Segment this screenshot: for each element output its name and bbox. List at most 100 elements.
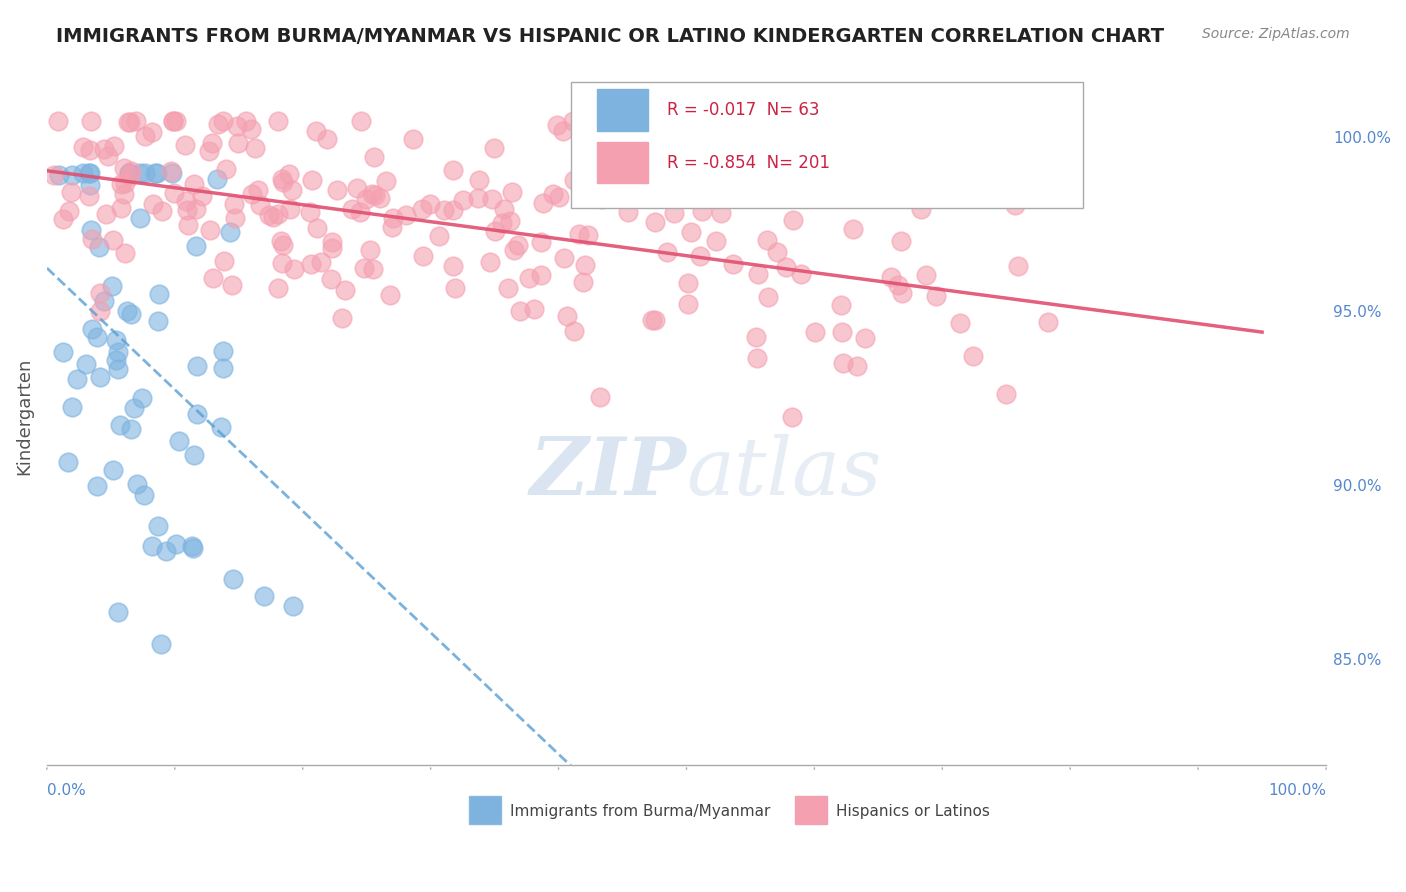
Point: [131, 391, 153, 405]
Point: [222, 572, 245, 586]
Point: [141, 125, 163, 139]
Point: [120, 422, 142, 436]
Point: [755, 233, 778, 247]
Point: [326, 184, 349, 198]
Point: [219, 225, 242, 239]
Point: [789, 267, 811, 281]
Point: [887, 277, 910, 292]
Point: [79, 166, 101, 180]
Point: [163, 186, 186, 201]
Point: [198, 144, 221, 158]
Point: [492, 202, 515, 217]
Point: [212, 361, 235, 376]
Point: [60, 400, 83, 414]
Point: [169, 434, 191, 449]
Point: [617, 204, 640, 219]
Point: [381, 220, 404, 235]
Point: [765, 244, 787, 259]
Point: [468, 173, 491, 187]
Point: [723, 257, 745, 271]
Point: [281, 599, 304, 613]
Point: [374, 174, 396, 188]
Point: [56, 455, 79, 469]
Point: [101, 233, 124, 247]
Point: [880, 270, 903, 285]
Text: Immigrants from Burma/Myanmar: Immigrants from Burma/Myanmar: [510, 804, 770, 819]
Point: [644, 313, 666, 327]
Point: [207, 118, 229, 132]
Point: [364, 188, 387, 202]
Point: [249, 197, 271, 211]
Point: [114, 245, 136, 260]
Point: [427, 229, 450, 244]
Point: [576, 227, 599, 242]
Point: [281, 183, 304, 197]
Point: [1036, 315, 1059, 329]
Point: [567, 227, 589, 241]
Point: [855, 331, 877, 345]
Point: [118, 166, 141, 180]
Y-axis label: Kindergarten: Kindergarten: [15, 358, 32, 475]
Point: [103, 138, 125, 153]
Point: [305, 124, 328, 138]
Point: [89, 303, 111, 318]
Point: [226, 119, 249, 133]
Point: [370, 191, 392, 205]
Point: [86, 479, 108, 493]
Point: [96, 207, 118, 221]
Point: [301, 173, 323, 187]
Point: [120, 115, 142, 129]
Point: [1001, 189, 1024, 203]
Point: [181, 539, 204, 553]
Point: [591, 193, 613, 207]
Point: [780, 409, 803, 424]
Point: [775, 260, 797, 274]
Point: [273, 237, 295, 252]
Point: [142, 197, 165, 211]
Point: [321, 241, 343, 255]
Text: 100.0%: 100.0%: [1333, 130, 1391, 145]
Point: [107, 606, 129, 620]
Text: 100.0%: 100.0%: [1268, 782, 1326, 797]
Point: [589, 390, 612, 404]
Point: [543, 186, 565, 201]
Point: [378, 288, 401, 302]
Point: [240, 187, 263, 202]
Point: [110, 177, 132, 191]
Point: [419, 197, 441, 211]
Point: [441, 259, 464, 273]
Point: [174, 138, 197, 153]
Point: [433, 203, 456, 218]
Point: [160, 166, 183, 180]
Point: [97, 149, 120, 163]
Point: [82, 322, 104, 336]
Point: [572, 275, 595, 289]
Point: [782, 213, 804, 227]
Point: [100, 279, 122, 293]
Point: [80, 223, 103, 237]
Point: [257, 208, 280, 222]
Point: [995, 387, 1018, 401]
Point: [146, 166, 169, 180]
Text: 95.0%: 95.0%: [1333, 305, 1382, 320]
Point: [247, 183, 270, 197]
Point: [321, 272, 343, 286]
Point: [46, 113, 69, 128]
Point: [305, 221, 328, 235]
Point: [60, 185, 83, 199]
Point: [270, 235, 292, 249]
Point: [548, 189, 571, 203]
Point: [132, 487, 155, 501]
Text: ZIP: ZIP: [530, 434, 686, 511]
Point: [553, 251, 575, 265]
Point: [77, 188, 100, 202]
Point: [148, 314, 170, 328]
Point: [212, 254, 235, 268]
Point: [704, 234, 727, 248]
Point: [499, 214, 522, 228]
Text: Source: ZipAtlas.com: Source: ZipAtlas.com: [1202, 27, 1350, 41]
Point: [671, 175, 693, 189]
Point: [333, 283, 356, 297]
Point: [267, 281, 290, 295]
Point: [832, 356, 855, 370]
